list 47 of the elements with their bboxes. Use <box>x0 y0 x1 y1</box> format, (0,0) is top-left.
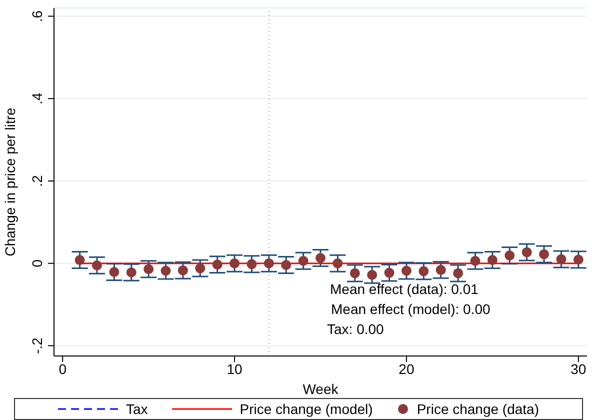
y-tick-label: 0 <box>29 259 45 268</box>
point <box>504 250 515 261</box>
y-tick-label: .2 <box>29 174 45 187</box>
point <box>401 266 412 276</box>
point <box>212 260 222 270</box>
point <box>195 263 206 274</box>
point <box>160 266 171 276</box>
point <box>539 249 550 260</box>
point <box>470 256 480 266</box>
point <box>264 258 274 268</box>
annotation: Tax: 0.00 <box>327 321 384 337</box>
x-axis-title: Week <box>302 381 340 397</box>
point <box>487 255 498 266</box>
point <box>230 258 240 268</box>
point <box>281 260 292 270</box>
point <box>109 266 120 277</box>
x-tick-label: 20 <box>398 360 414 377</box>
point <box>436 264 446 275</box>
point <box>573 254 584 265</box>
point <box>350 268 360 278</box>
x-tick-label: 30 <box>570 360 586 377</box>
point <box>126 267 136 278</box>
y-tick-label: -.2 <box>29 337 45 354</box>
y-tick-label: .4 <box>29 92 45 104</box>
legend-label: Price change (model) <box>238 401 373 417</box>
x-tick-label: 0 <box>58 360 67 377</box>
legend-label: Price change (data) <box>416 401 540 417</box>
point <box>384 268 394 278</box>
x-tick-label: 10 <box>226 360 243 377</box>
point <box>453 268 464 278</box>
point <box>298 256 308 266</box>
point <box>316 252 326 263</box>
y-tick-label: .6 <box>29 10 45 22</box>
point <box>144 264 154 274</box>
point <box>556 254 566 264</box>
annotation: Mean effect (model): 0.00 <box>331 301 490 317</box>
point <box>92 260 102 270</box>
annotation: Mean effect (data): 0.01 <box>330 281 478 297</box>
point <box>74 255 85 266</box>
point <box>178 265 188 276</box>
legend-label: Tax <box>124 401 148 417</box>
point <box>332 258 343 268</box>
point <box>522 247 532 258</box>
point <box>418 266 429 276</box>
y-axis-title: Change in price per litre <box>2 107 18 256</box>
point <box>246 259 257 270</box>
point <box>367 270 378 280</box>
